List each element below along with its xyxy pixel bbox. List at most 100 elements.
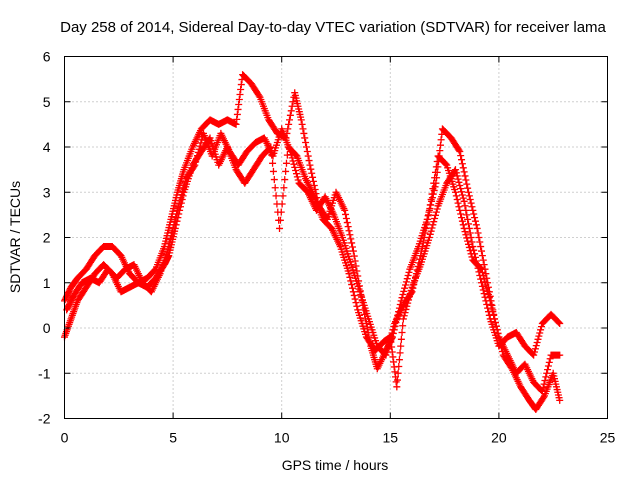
data-point [385, 342, 393, 350]
data-point [393, 376, 401, 384]
data-point [458, 188, 466, 196]
data-point [431, 168, 439, 176]
data-point [460, 197, 468, 205]
data-point [531, 348, 539, 356]
data-point [465, 192, 473, 200]
data-point [234, 105, 242, 113]
data-point [478, 268, 486, 276]
data-point [537, 323, 545, 331]
data-point [460, 224, 468, 232]
data-point [383, 348, 391, 356]
data-point [170, 221, 178, 229]
data-point [399, 291, 407, 299]
x-tick-label: 15 [383, 430, 399, 446]
data-point [541, 376, 549, 384]
data-point [493, 326, 501, 334]
data-point [429, 185, 437, 193]
data-point [172, 214, 180, 222]
data-point [469, 243, 477, 251]
data-point [389, 353, 397, 361]
data-point [196, 142, 204, 150]
data-point [486, 297, 494, 305]
data-point [479, 256, 487, 264]
data-point [467, 199, 475, 207]
data-point [278, 200, 286, 208]
data-point [458, 217, 466, 225]
data-point [463, 180, 471, 188]
data-point [289, 157, 297, 165]
data-point [556, 351, 564, 359]
data-point [343, 219, 351, 227]
data-point [412, 270, 420, 278]
data-point [284, 125, 292, 133]
data-point [478, 279, 486, 287]
data-point [436, 141, 444, 149]
data-point [165, 243, 173, 251]
data-point [453, 195, 461, 203]
data-point [454, 199, 462, 207]
data-point [285, 120, 293, 128]
data-point [458, 156, 466, 164]
data-point [353, 302, 361, 310]
data-point [400, 312, 408, 320]
data-point [344, 223, 352, 231]
data-point [169, 224, 177, 232]
data-point [481, 278, 489, 286]
data-point [350, 291, 358, 299]
data-point [461, 172, 469, 180]
data-point [289, 98, 297, 106]
data-point [455, 146, 463, 154]
data-point [430, 179, 438, 187]
data-point [180, 184, 188, 192]
data-point [408, 288, 416, 296]
data-point [431, 214, 439, 222]
data-point [195, 145, 203, 153]
data-point [454, 175, 462, 183]
data-point [456, 181, 464, 189]
data-point [300, 129, 308, 137]
data-point [540, 393, 548, 401]
data-point [409, 284, 417, 292]
data-point [414, 262, 422, 270]
data-point [342, 210, 350, 218]
data-point [457, 185, 465, 193]
data-point [166, 235, 174, 243]
data-point [459, 164, 467, 172]
data-point [487, 300, 495, 308]
data-point [544, 362, 552, 370]
data-point [417, 252, 425, 260]
data-point [458, 191, 466, 199]
data-point [429, 221, 437, 229]
data-point [309, 177, 317, 185]
y-axis-title: SDTVAR / TECUs [7, 181, 23, 293]
data-point [345, 227, 353, 235]
data-point [489, 308, 497, 316]
data-point [452, 192, 460, 200]
data-point [461, 202, 469, 210]
data-point [292, 167, 300, 175]
data-point [399, 315, 407, 323]
data-point [346, 273, 354, 281]
data-point [173, 206, 181, 214]
data-point [431, 211, 439, 219]
data-point [175, 200, 183, 208]
data-point [431, 174, 439, 182]
data-point [387, 332, 395, 340]
data-point [459, 221, 467, 229]
y-tick-label: 1 [43, 275, 51, 291]
data-point [556, 396, 564, 404]
data-point [437, 136, 445, 144]
data-point [425, 211, 433, 219]
data-point [538, 387, 546, 395]
data-point [351, 295, 359, 303]
data-point [464, 188, 472, 196]
data-point [288, 102, 296, 110]
data-series [61, 71, 564, 413]
data-point [269, 159, 277, 167]
data-point [478, 265, 486, 273]
data-point [179, 187, 187, 195]
data-point [402, 278, 410, 286]
data-point [293, 173, 301, 181]
data-point [476, 238, 484, 246]
